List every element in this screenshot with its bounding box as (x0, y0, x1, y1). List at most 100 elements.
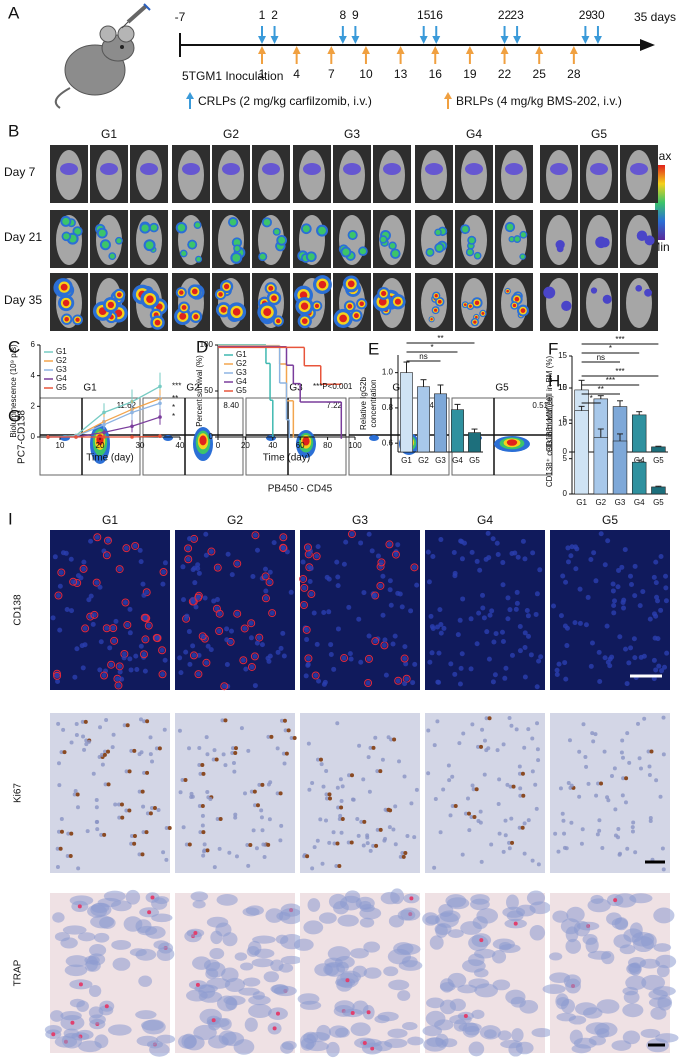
nucleus (254, 547, 260, 553)
y-tick-label: 0 (209, 432, 214, 441)
nucleus (625, 846, 630, 851)
nucleus (438, 830, 443, 835)
cd138-cell (300, 583, 309, 592)
nucleus (383, 672, 389, 678)
nucleus (321, 681, 327, 687)
nucleus (393, 552, 399, 558)
nucleus (127, 606, 133, 612)
cd138-cell (141, 635, 150, 644)
ki67-cell (292, 735, 297, 740)
nucleus (588, 663, 594, 669)
nucleus (141, 592, 147, 598)
nucleus (503, 818, 508, 823)
nucleus (497, 777, 502, 782)
nucleus (478, 820, 483, 825)
nucleus (395, 590, 401, 596)
nucleus (569, 783, 574, 788)
signal-hot (506, 289, 509, 293)
colorbar (655, 165, 665, 240)
nucleus (98, 639, 104, 645)
nucleus (597, 679, 603, 685)
cd138-cell (279, 533, 288, 542)
nucleus (490, 679, 496, 685)
nucleus (191, 652, 197, 658)
nucleus (382, 637, 388, 643)
nucleus (65, 854, 70, 859)
nucleus (334, 863, 339, 868)
x-tick-label: 100 (348, 441, 362, 450)
marrow (198, 984, 216, 999)
cd138-cell (53, 671, 62, 680)
nucleus (243, 666, 249, 672)
nucleus (563, 579, 569, 585)
nucleus (142, 770, 147, 775)
crlp-day: 1 (259, 8, 266, 22)
nucleus (335, 785, 340, 790)
nucleus (500, 560, 506, 566)
marrow (350, 1022, 371, 1037)
nucleus (224, 637, 230, 643)
signal-hot (62, 299, 70, 307)
nucleus (410, 680, 416, 686)
trap-stain (350, 1011, 355, 1016)
marrow (52, 912, 65, 923)
signal-core (467, 249, 473, 255)
nucleus (569, 544, 575, 550)
nucleus (597, 818, 602, 823)
flow-percentage: 8.40 (223, 401, 239, 410)
signal-core (359, 248, 367, 255)
nucleus (441, 787, 446, 792)
nucleus (553, 831, 558, 836)
signal-core (389, 242, 396, 249)
nucleus (502, 675, 508, 681)
nucleus (124, 622, 130, 628)
ki67-cell (132, 748, 137, 753)
signal (561, 300, 572, 312)
marrow (151, 897, 168, 910)
nucleus (632, 593, 638, 599)
nucleus (663, 598, 669, 604)
nucleus (390, 641, 396, 647)
cd138-cell (394, 676, 403, 685)
trap-stain (370, 1046, 375, 1051)
cd138-cell (57, 568, 66, 577)
cd138-cell (93, 533, 102, 542)
nucleus (260, 828, 265, 833)
cd138-cell (377, 558, 386, 567)
nucleus (70, 579, 76, 585)
cd138-cell (103, 536, 112, 545)
flow-group: G5 (495, 383, 509, 394)
nucleus (448, 661, 454, 667)
nucleus (451, 550, 457, 556)
cd138-cell (202, 658, 211, 667)
signal-hot (107, 301, 115, 309)
nucleus (192, 580, 198, 586)
nucleus (280, 534, 286, 540)
nucleus (655, 598, 661, 604)
flow-percentage: 11.62 (117, 401, 137, 410)
cd138-cell (261, 572, 270, 581)
nucleus (509, 652, 515, 658)
nucleus (564, 846, 569, 851)
cd138-cell (54, 591, 63, 600)
nucleus (640, 589, 646, 595)
nucleus (528, 652, 534, 658)
marrow (483, 1029, 497, 1039)
trap-stain (366, 1010, 371, 1015)
cd138-cell (79, 564, 88, 573)
nucleus (429, 650, 435, 656)
nucleus (56, 829, 61, 834)
panel-letter: E (368, 339, 379, 358)
ki67-cell (132, 841, 137, 846)
marrow (135, 948, 157, 961)
nucleus (149, 805, 154, 810)
marrow (629, 922, 643, 938)
nucleus (490, 536, 496, 542)
x-tick-label: 10 (56, 441, 65, 450)
marrow (573, 920, 591, 937)
nucleus (138, 559, 144, 565)
signal-hot (268, 285, 274, 291)
marrow (447, 929, 464, 938)
y-tick-label: 0 (563, 489, 568, 498)
ki67-cell (599, 781, 604, 786)
